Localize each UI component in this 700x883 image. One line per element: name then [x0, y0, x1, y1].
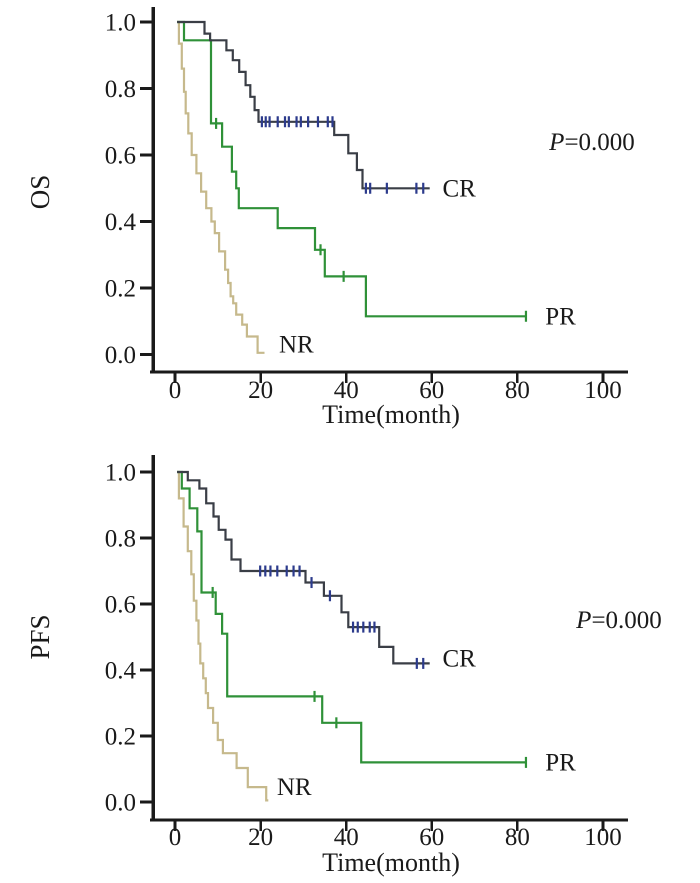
- pfs-x-tick-label: 100: [584, 824, 622, 851]
- pfs-curve-label-pr: PR: [545, 749, 576, 776]
- os-x-tick-label: 20: [248, 377, 273, 404]
- os-curve-nr: [177, 20, 265, 354]
- os-y-tick-label: 1.0: [105, 10, 136, 37]
- os-y-tick-label: 0.8: [105, 76, 136, 103]
- pfs-y-tick-label: 0.4: [105, 658, 137, 685]
- os-y-tick-label: 0.4: [105, 209, 137, 236]
- pfs-p-value: P=0.000: [575, 607, 662, 634]
- os-x-tick-label: 60: [419, 377, 444, 404]
- pfs-y-tick-label: 0.8: [105, 526, 136, 553]
- pfs-curve-label-nr: NR: [277, 774, 312, 801]
- os-chart: 1.0 0.8 0.6 0.4 0.2 0.0 0 20 40 60 80 100 Time(month…: [25, 7, 635, 429]
- pfs-y-tick-label: 0.2: [105, 724, 136, 751]
- os-y-tick-label: 0.0: [105, 342, 136, 369]
- os-curve-label-nr: NR: [279, 332, 314, 359]
- os-curve-label-pr: PR: [545, 303, 576, 330]
- os-curve-label-cr: CR: [443, 175, 477, 202]
- pfs-curve-nr: [177, 470, 269, 802]
- pfs-x-tick-label: 40: [334, 824, 359, 851]
- pfs-y-axis-title: PFS: [25, 614, 55, 659]
- pfs-x-tick-label: 60: [419, 824, 444, 851]
- os-y-tick-label: 0.2: [105, 276, 136, 303]
- os-x-tick-label: 80: [505, 377, 530, 404]
- os-x-axis-title: Time(month): [322, 400, 460, 429]
- pfs-y-tick-label: 0.0: [105, 790, 136, 817]
- os-curve-pr: [177, 20, 526, 318]
- os-y-tick-label: 0.6: [105, 143, 136, 170]
- pfs-x-axis-title: Time(month): [322, 848, 460, 877]
- pfs-curve-pr: [177, 470, 526, 764]
- pfs-curve-cr: [177, 470, 430, 665]
- os-curve-cr: [177, 20, 430, 190]
- os-x-tick-label: 0: [169, 377, 182, 404]
- os-x-tick-label: 100: [584, 377, 622, 404]
- os-y-axis-title: OS: [25, 175, 55, 210]
- os-p-value: P=0.000: [548, 129, 635, 156]
- pfs-x-tick-label: 80: [505, 824, 530, 851]
- pfs-y-tick-label: 1.0: [105, 460, 136, 487]
- pfs-curve-label-cr: CR: [443, 645, 477, 672]
- os-x-tick-label: 40: [334, 377, 359, 404]
- pfs-chart: 1.0 0.8 0.6 0.4 0.2 0.0 0 20 40 60 80 100 Time(month…: [25, 455, 662, 877]
- pfs-x-tick-label: 0: [169, 824, 182, 851]
- pfs-y-tick-label: 0.6: [105, 592, 136, 619]
- pfs-x-tick-label: 20: [248, 824, 273, 851]
